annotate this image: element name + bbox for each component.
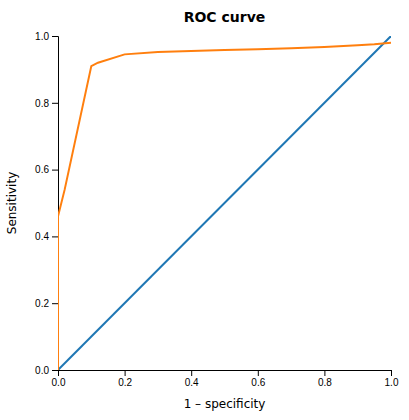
series-line bbox=[58, 43, 391, 370]
y-tick: 1.0 bbox=[35, 31, 58, 42]
x-tick: 0.0 bbox=[52, 370, 66, 388]
x-axis: 0.0 0.2 0.4 0.6 0.8 1.0 bbox=[52, 370, 399, 388]
y-axis-line bbox=[52, 37, 59, 371]
y-tick-mark bbox=[52, 103, 58, 104]
y-tick: 0.2 bbox=[35, 298, 58, 309]
y-tick-label: 0.2 bbox=[35, 298, 49, 309]
lines bbox=[58, 36, 391, 370]
x-tick-mark bbox=[391, 370, 392, 376]
y-axis-title: Sensitivity bbox=[5, 172, 19, 234]
y-tick-label: 0.0 bbox=[35, 365, 49, 376]
x-tick-label: 0.0 bbox=[52, 377, 66, 388]
y-tick-mark bbox=[52, 236, 58, 237]
x-tick-mark bbox=[125, 370, 126, 376]
x-tick: 0.8 bbox=[318, 370, 332, 388]
y-axis: 0.0 0.2 0.4 0.6 0.8 1.0 bbox=[35, 31, 58, 376]
x-tick: 1.0 bbox=[385, 370, 399, 388]
x-tick-mark bbox=[324, 370, 325, 376]
x-tick-label: 0.4 bbox=[185, 377, 199, 388]
x-tick: 0.4 bbox=[185, 370, 199, 388]
chart-svg: 0.0 0.2 0.4 0.6 0.8 1.0 0.0 0.2 0.4 0.6 0.8 1.0 ROC … bbox=[0, 0, 409, 420]
y-tick: 0.4 bbox=[35, 231, 58, 242]
chart-title: ROC curve bbox=[184, 9, 266, 25]
y-tick: 0.0 bbox=[35, 365, 58, 376]
y-tick-label: 0.6 bbox=[35, 164, 49, 175]
plot-area: 0.0 0.2 0.4 0.6 0.8 1.0 0.0 0.2 0.4 0.6 0.8 1.0 bbox=[35, 31, 399, 388]
y-tick-mark bbox=[52, 303, 58, 304]
y-tick-mark bbox=[52, 170, 58, 171]
y-tick-mark bbox=[52, 36, 58, 37]
y-tick: 0.6 bbox=[35, 164, 58, 175]
y-tick-mark bbox=[52, 370, 58, 371]
x-tick: 0.6 bbox=[251, 370, 265, 388]
x-tick-label: 0.2 bbox=[118, 377, 132, 388]
series-line bbox=[58, 36, 391, 370]
y-tick-label: 0.8 bbox=[35, 98, 49, 109]
x-tick: 0.2 bbox=[118, 370, 132, 388]
x-tick-mark bbox=[191, 370, 192, 376]
x-tick-label: 1.0 bbox=[385, 377, 399, 388]
y-tick-label: 1.0 bbox=[35, 31, 49, 42]
x-tick-mark bbox=[258, 370, 259, 376]
y-tick-label: 0.4 bbox=[35, 231, 49, 242]
x-axis-title: 1 – specificity bbox=[184, 397, 266, 411]
y-tick: 0.8 bbox=[35, 98, 58, 109]
x-tick-label: 0.6 bbox=[251, 377, 265, 388]
x-tick-label: 0.8 bbox=[318, 377, 332, 388]
x-axis-line bbox=[59, 371, 392, 377]
